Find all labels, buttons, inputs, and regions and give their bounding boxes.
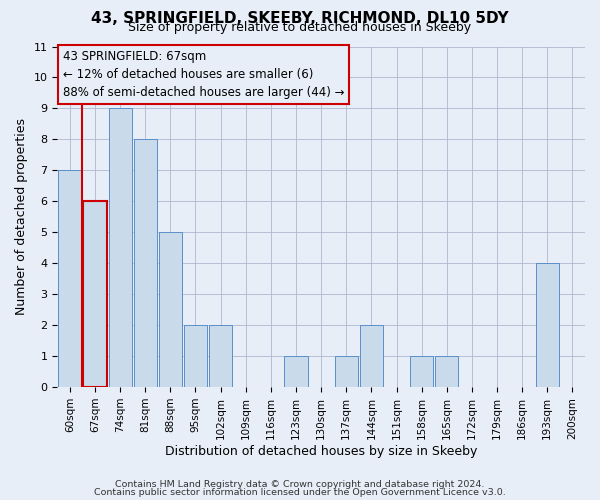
Text: 43 SPRINGFIELD: 67sqm
← 12% of detached houses are smaller (6)
88% of semi-detac: 43 SPRINGFIELD: 67sqm ← 12% of detached …: [62, 50, 344, 99]
Bar: [209, 325, 232, 387]
Bar: [284, 356, 308, 387]
X-axis label: Distribution of detached houses by size in Skeeby: Distribution of detached houses by size …: [165, 444, 478, 458]
Bar: [435, 356, 458, 387]
Text: Contains public sector information licensed under the Open Government Licence v3: Contains public sector information licen…: [94, 488, 506, 497]
Bar: [83, 202, 107, 387]
Bar: [335, 356, 358, 387]
Bar: [109, 108, 131, 387]
Y-axis label: Number of detached properties: Number of detached properties: [15, 118, 28, 316]
Bar: [159, 232, 182, 387]
Text: Size of property relative to detached houses in Skeeby: Size of property relative to detached ho…: [128, 21, 472, 34]
Bar: [410, 356, 433, 387]
Text: Contains HM Land Registry data © Crown copyright and database right 2024.: Contains HM Land Registry data © Crown c…: [115, 480, 485, 489]
Bar: [58, 170, 82, 387]
Bar: [536, 263, 559, 387]
Text: 43, SPRINGFIELD, SKEEBY, RICHMOND, DL10 5DY: 43, SPRINGFIELD, SKEEBY, RICHMOND, DL10 …: [91, 11, 509, 26]
Bar: [134, 140, 157, 387]
Bar: [184, 325, 207, 387]
Bar: [360, 325, 383, 387]
